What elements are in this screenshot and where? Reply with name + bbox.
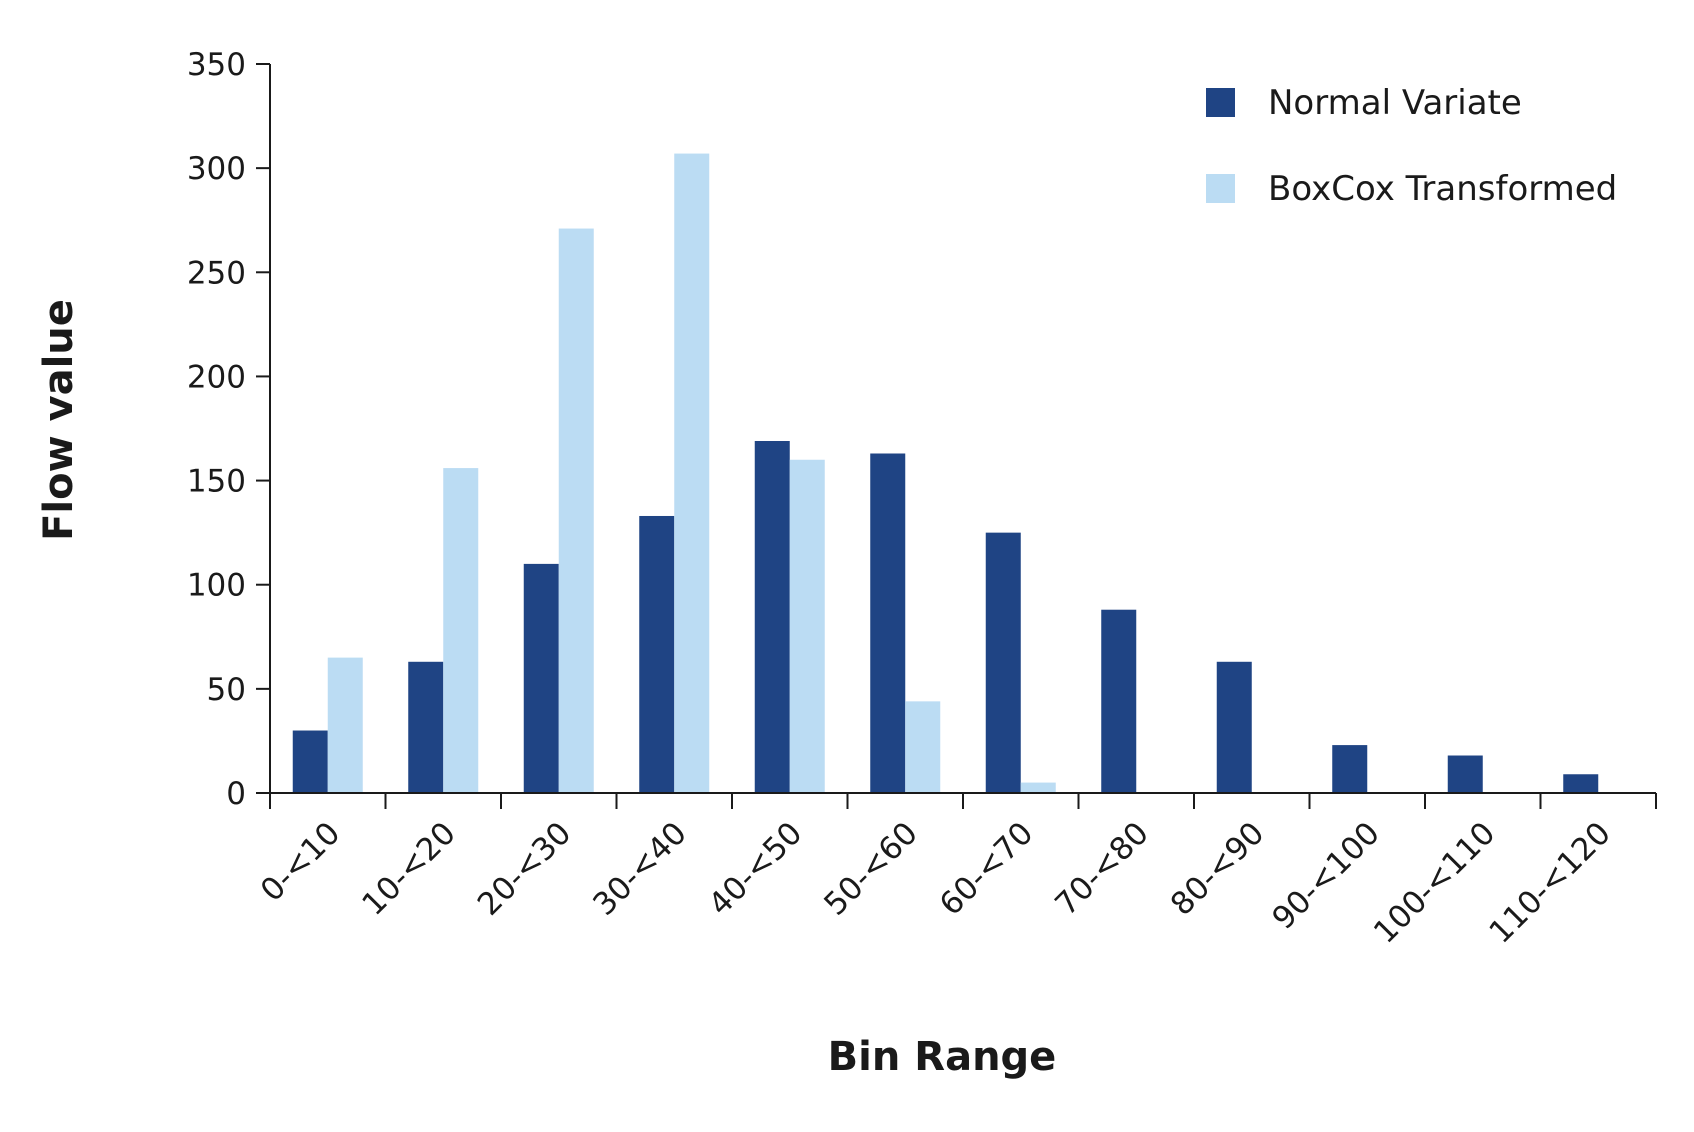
bar-boxcox-transformed-0 [327,657,363,793]
y-tick-label: 250 [187,255,246,291]
bar-normal-variate-3 [639,515,675,793]
bar-normal-variate-10 [1447,755,1483,793]
y-tick-label: 0 [226,776,246,812]
bar-normal-variate-2 [523,563,559,793]
x-tick-label: 10-<20 [355,815,463,923]
legend-label-normal-variate: Normal Variate [1268,83,1522,123]
y-tick-label: 50 [207,672,246,708]
bar-boxcox-transformed-5 [905,701,941,793]
x-tick-label: 20-<30 [471,815,579,923]
bar-normal-variate-6 [985,532,1021,793]
bar-normal-variate-7 [1101,609,1137,793]
bars-group [292,153,1599,793]
bar-boxcox-transformed-6 [1020,782,1056,793]
y-tick-label: 150 [187,464,246,500]
x-ticks-group: 0-<10 10-<20 20-<30 30-<40 40-<50 50-<60 60-<7… [254,793,1657,951]
y-tick-label: 350 [187,47,246,83]
bar-normal-variate-1 [408,661,444,793]
x-tick-label: 90-<100 [1265,815,1386,936]
x-tick-label: 0-<10 [254,815,348,909]
x-tick-label: 50-<60 [817,815,925,923]
x-tick-label: 70-<80 [1048,815,1156,923]
x-tick-label: 60-<70 [933,815,1041,923]
bar-normal-variate-9 [1332,745,1368,793]
x-tick-label: 40-<50 [702,815,810,923]
y-axis-title: Flow value [36,299,82,541]
x-tick-label: 100-<110 [1367,815,1502,950]
y-tick-label: 100 [187,568,246,604]
legend: Normal Variate BoxCox Transformed [1206,83,1617,209]
y-tick-label: 200 [187,359,246,395]
legend-swatch-normal-variate [1206,88,1235,117]
bar-boxcox-transformed-4 [789,459,825,793]
bar-normal-variate-0 [292,730,328,793]
x-axis-title: Bin Range [828,1034,1057,1080]
bar-normal-variate-8 [1216,661,1252,793]
legend-label-boxcox-transformed: BoxCox Transformed [1268,169,1617,209]
y-ticks-group: 0 50 100 150 200 250 300 350 [187,47,270,812]
x-tick-label: 110-<120 [1482,815,1617,950]
x-tick-label: 80-<90 [1164,815,1272,923]
y-tick-label: 300 [187,151,246,187]
bar-normal-variate-11 [1563,774,1599,793]
bar-boxcox-transformed-2 [558,228,594,793]
bar-boxcox-transformed-3 [674,153,710,793]
x-tick-label: 30-<40 [586,815,694,923]
legend-swatch-boxcox-transformed [1206,174,1235,203]
bar-normal-variate-5 [870,453,906,793]
bar-boxcox-transformed-1 [443,468,479,793]
bar-normal-variate-4 [754,440,790,793]
